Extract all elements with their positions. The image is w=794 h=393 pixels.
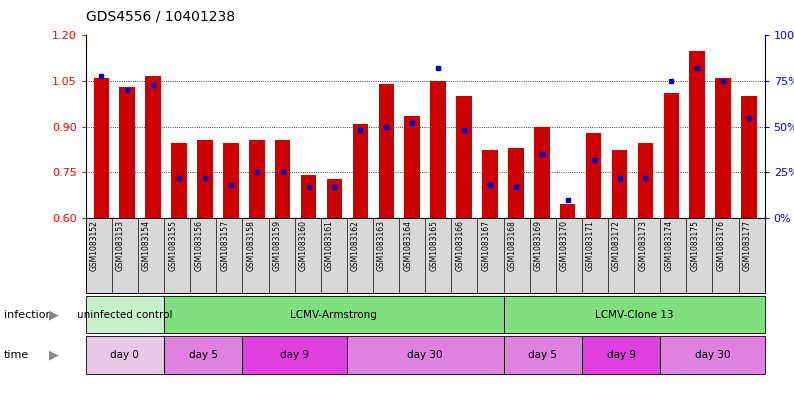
Text: GSM1083156: GSM1083156 [195, 220, 203, 271]
Text: day 30: day 30 [695, 350, 730, 360]
Text: GSM1083165: GSM1083165 [430, 220, 438, 271]
Bar [172, 143, 187, 218]
Text: GSM1083158: GSM1083158 [246, 220, 256, 271]
Bar [482, 150, 498, 218]
Bar [119, 87, 135, 218]
Bar [742, 96, 757, 218]
Text: day 9: day 9 [607, 350, 635, 360]
Text: GSM1083174: GSM1083174 [665, 220, 673, 271]
Text: uninfected control: uninfected control [77, 310, 172, 320]
Bar [457, 96, 472, 218]
Text: GSM1083154: GSM1083154 [142, 220, 151, 271]
Text: day 30: day 30 [407, 350, 443, 360]
Text: GSM1083176: GSM1083176 [716, 220, 726, 271]
Bar [275, 140, 291, 218]
Text: GSM1083168: GSM1083168 [507, 220, 517, 271]
Bar [249, 140, 264, 218]
Text: GSM1083152: GSM1083152 [90, 220, 98, 271]
Text: GSM1083162: GSM1083162 [351, 220, 360, 271]
Text: GSM1083177: GSM1083177 [742, 220, 752, 271]
Text: GSM1083167: GSM1083167 [481, 220, 491, 271]
Bar [534, 127, 549, 218]
Bar [715, 78, 731, 218]
Text: infection: infection [4, 310, 52, 320]
Text: GSM1083160: GSM1083160 [299, 220, 308, 271]
Text: day 0: day 0 [110, 350, 140, 360]
Text: GSM1083175: GSM1083175 [690, 220, 700, 271]
Text: GSM1083166: GSM1083166 [455, 220, 464, 271]
Text: GSM1083169: GSM1083169 [534, 220, 542, 271]
Text: LCMV-Clone 13: LCMV-Clone 13 [595, 310, 673, 320]
Text: ▶: ▶ [49, 308, 59, 321]
Text: GSM1083164: GSM1083164 [403, 220, 412, 271]
Text: day 5: day 5 [189, 350, 218, 360]
Text: LCMV-Armstrong: LCMV-Armstrong [291, 310, 377, 320]
Bar [353, 124, 368, 218]
Bar [326, 178, 342, 218]
Bar [379, 84, 394, 218]
Text: day 9: day 9 [280, 350, 309, 360]
Bar [94, 78, 109, 218]
Text: time: time [4, 350, 29, 360]
Bar [430, 81, 446, 218]
Bar [301, 175, 316, 218]
Bar [223, 143, 239, 218]
Bar [508, 148, 524, 218]
Text: ▶: ▶ [49, 349, 59, 362]
Bar [404, 116, 420, 218]
Text: GSM1083157: GSM1083157 [221, 220, 229, 271]
Text: GSM1083153: GSM1083153 [116, 220, 125, 271]
Text: GDS4556 / 10401238: GDS4556 / 10401238 [86, 10, 235, 24]
Bar [611, 150, 627, 218]
Text: GSM1083173: GSM1083173 [638, 220, 647, 271]
Text: GSM1083163: GSM1083163 [377, 220, 386, 271]
Bar [664, 93, 679, 218]
Bar [560, 204, 576, 218]
Text: GSM1083159: GSM1083159 [272, 220, 282, 271]
Text: GSM1083170: GSM1083170 [560, 220, 569, 271]
Bar [689, 51, 705, 218]
Text: GSM1083155: GSM1083155 [168, 220, 177, 271]
Bar [145, 77, 161, 218]
Text: GSM1083161: GSM1083161 [325, 220, 333, 271]
Text: day 5: day 5 [528, 350, 557, 360]
Bar [197, 140, 213, 218]
Text: GSM1083172: GSM1083172 [612, 220, 621, 271]
Text: GSM1083171: GSM1083171 [586, 220, 595, 271]
Bar [638, 143, 653, 218]
Bar [586, 133, 601, 218]
